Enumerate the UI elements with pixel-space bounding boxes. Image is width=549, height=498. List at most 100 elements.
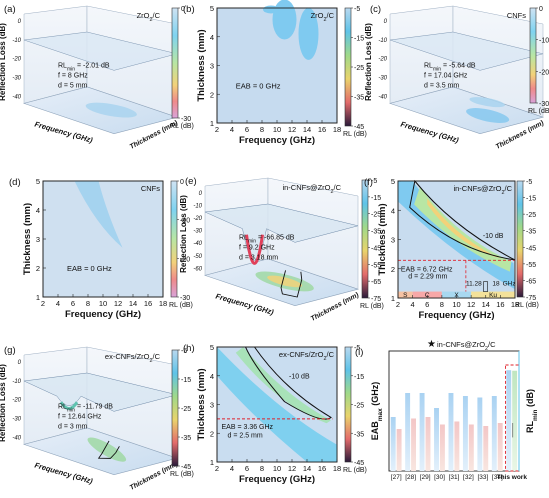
colorbar-tick-label: -20 [180,256,190,263]
colorbar-tick-label: -15 [354,374,364,381]
y-tick-label: 1 [36,293,40,302]
label-part: ZrO [137,11,150,20]
label-part: 2 [331,189,334,195]
z-tick-label: -40 [12,94,21,100]
y-axis-label: Thickness (mm) [22,203,33,275]
label-part: 2 [150,17,153,23]
annotation: EAB = 6.72 GHz [401,267,453,274]
rl-region [414,186,512,272]
label-part: /C [153,352,161,361]
colorbar-label: RL (dB) [360,303,384,310]
bandwidth-label: 18 [492,281,500,288]
annotation: d = 2.5 mm [228,433,263,440]
x-tick-label: [34] [492,474,503,481]
x-tick-label: 2 [215,125,219,134]
colorbar-tick-label: 0 [181,6,185,13]
x-tick-label: 16 [318,125,326,134]
label-part: RL [525,421,535,433]
y-tick-label: 1 [210,119,214,128]
y-tick-label: 5 [210,4,214,13]
annotation: RLmin = -11.79 dB [58,403,113,413]
z-tick-label: -20 [193,216,202,222]
rl-region [263,5,279,14]
colorbar-tick-label: -5 [354,6,360,13]
x-tick-label: 6 [245,125,249,134]
colorbar-label: RL (dB) [169,302,193,309]
colorbar-tick-label: -25 [526,212,536,219]
label-part: (dB) [525,389,535,410]
bar [439,424,445,471]
annotation: d = 3 mm [58,423,88,430]
bar [425,417,431,471]
label-part: min [248,238,256,244]
colorbar-tick-label: -45 [181,464,191,471]
x-tick-label: [27] [391,474,402,481]
x-tick-label: 14 [303,125,311,134]
label-part: in-CNFs@ZrO [453,184,501,193]
colorbar-tick-label: -65 [526,278,536,285]
x-axis-label: Frequency (GHz) [239,135,315,146]
colorbar-tick-label: -5 [354,345,360,352]
bar [448,393,454,471]
z-tick-label: -20 [12,398,21,404]
label-part: min [433,66,441,72]
label-part: f = 12.64 GHz [58,413,102,420]
x-tick-label: [28] [405,474,416,481]
y-tick-label: 4 [391,206,395,215]
label-part: (dB) [179,123,194,130]
label-part: (dB) [179,471,194,478]
label-part: /C [153,11,161,20]
label-part: /C [327,11,335,20]
colorbar-tick-label: -65 [371,279,381,286]
y-tick-label: 3 [36,235,40,244]
z-tick-label: -10 [12,38,21,44]
x-axis-label: Frequency (GHz) [418,310,494,321]
x-tick-label: 8 [260,464,264,473]
label-part: RL [169,302,178,309]
colorbar [361,179,369,299]
colorbar [344,346,352,463]
colorbar-tick-label: -30 [180,295,190,302]
colorbar-tick-label: -10 [539,38,549,45]
label-part: 2 [150,358,153,364]
floor-region [87,437,127,462]
legend-label: in-CNFs@ZrO2/C [437,340,496,352]
label-part: max [377,408,384,421]
colorbar-tick-label: -5 [181,348,187,355]
x-tick-label: 16 [144,299,152,308]
colorbar-tick-label: -35 [354,431,364,438]
x-tick-label: 6 [245,464,249,473]
label-part: RL [343,467,352,474]
floor-region [466,108,510,123]
bar [419,393,425,471]
bar [454,421,460,471]
sample-label: CNFs [507,11,526,20]
label-part: ex-CNFs/ZrO [105,352,150,361]
bar-chart-i: [27] [28] [29] [30] [31] [32] [33] [34]This wor… [355,339,539,481]
panel-letter: (g) [4,345,16,356]
label-part: RL [424,62,433,69]
sample-label: CNFs [141,184,160,193]
colorbar-tick-label: -25 [354,403,364,410]
annotation: EAB = 0 GHz [236,82,281,91]
bar [468,424,474,471]
colorbar-tick-label: -45 [354,460,364,467]
label-part: (dB) [178,302,193,309]
colorbar-label: RL (dB) [343,131,367,138]
x-tick-label: 6 [71,299,75,308]
y-axis-label: Thickness (mm) [196,368,207,440]
bandwidth-label: GHz [503,281,516,288]
colorbar-label: RL (dB) [528,108,549,115]
plot-area [388,350,520,472]
colorbar-tick-label: 0 [539,6,543,13]
contour-line [244,346,332,420]
x-tick-label: 14 [129,299,137,308]
z-tick-label: -10 [378,38,387,44]
z-tick-label: 0 [18,19,22,25]
